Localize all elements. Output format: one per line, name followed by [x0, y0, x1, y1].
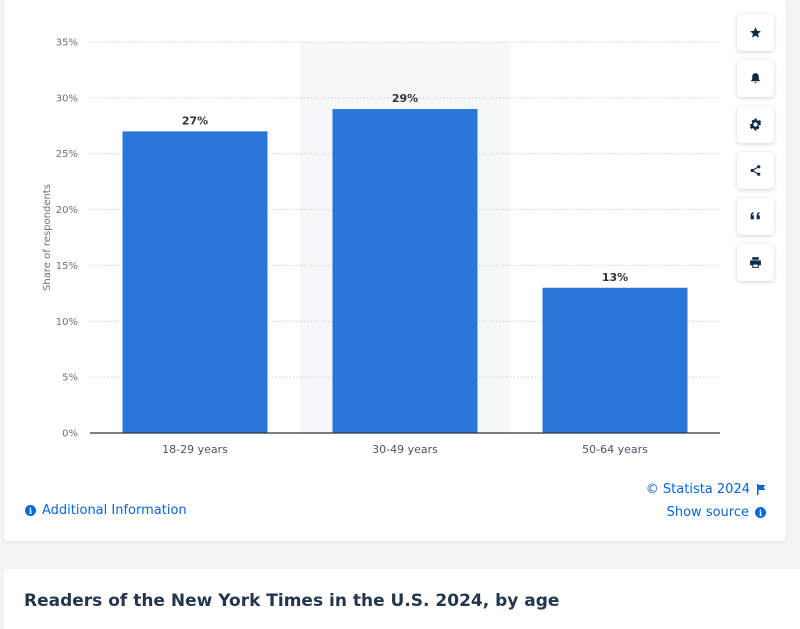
print-icon — [750, 257, 761, 268]
show-source-link[interactable]: Show source i — [667, 505, 766, 520]
bar — [122, 131, 268, 433]
notification-button[interactable] — [737, 60, 774, 97]
settings-button[interactable] — [737, 106, 774, 143]
y-axis-label: Share of respondents — [42, 184, 53, 291]
bar-chart: 0% 5% 10% 15% 20% 25% 30% 35% Share of responden… — [42, 38, 720, 456]
page-title: Readers of the New York Times in the U.S… — [24, 591, 560, 611]
quote-icon — [750, 212, 760, 220]
info-icon: i — [25, 505, 36, 516]
print-button[interactable] — [737, 244, 774, 281]
y-tick-label: 35% — [56, 38, 78, 49]
x-tick-label: 30-49 years — [372, 443, 438, 456]
x-tick-label: 50-64 years — [582, 443, 648, 456]
data-label: 27% — [182, 114, 208, 127]
bar — [542, 287, 688, 433]
share-button[interactable] — [737, 152, 774, 189]
y-tick-label: 10% — [56, 317, 78, 328]
info-icon: i — [755, 507, 766, 518]
bell-icon — [751, 73, 760, 84]
data-label: 13% — [602, 271, 628, 284]
additional-information-link[interactable]: i Additional Information — [25, 503, 187, 518]
x-tick-label: 18-29 years — [162, 443, 228, 456]
data-label: 29% — [392, 92, 418, 105]
share-icon — [750, 165, 761, 176]
copyright-text: © Statista 2024 — [645, 482, 750, 497]
gear-icon — [749, 118, 762, 131]
title-card: Readers of the New York Times in the U.S… — [4, 569, 800, 629]
copyright-notice: © Statista 2024 — [646, 482, 766, 497]
y-tick-label: 25% — [56, 149, 78, 160]
favorite-button[interactable] — [737, 14, 774, 51]
y-tick-label: 30% — [56, 93, 78, 104]
y-tick-label: 15% — [56, 261, 78, 272]
y-tick-label: 0% — [62, 429, 78, 440]
star-icon — [750, 27, 761, 38]
additional-information-label: Additional Information — [42, 503, 187, 518]
y-tick-label: 20% — [56, 205, 78, 216]
chart-toolbar — [737, 14, 774, 290]
chart-card: 0% 5% 10% 15% 20% 25% 30% 35% Share of responden… — [4, 0, 786, 541]
cite-button[interactable] — [737, 198, 774, 235]
show-source-label: Show source — [666, 505, 749, 520]
bar — [332, 109, 478, 434]
flag-icon[interactable] — [756, 484, 766, 495]
y-tick-label: 5% — [62, 373, 78, 384]
